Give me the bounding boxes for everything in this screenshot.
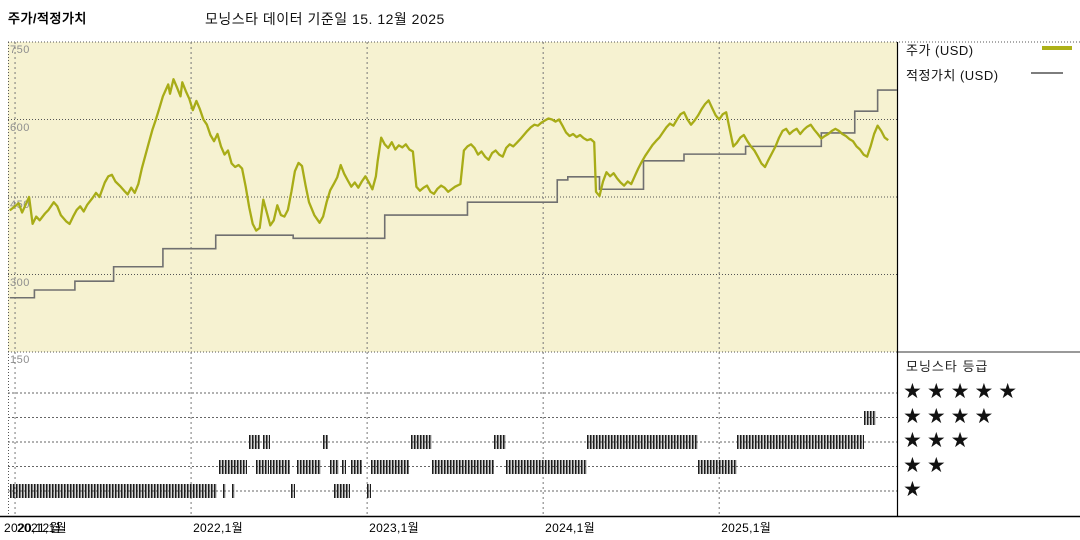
rating-tick-segment-2-star — [432, 459, 494, 474]
rating-tick-segment-2-star — [296, 459, 322, 474]
rating-tick-segment-3-star — [263, 435, 271, 449]
rating-tick-segment-2-star — [330, 459, 339, 474]
legend-label-fair-value: 적정가치 (USD) — [906, 68, 999, 83]
rating-tick-segment-2-star — [351, 459, 362, 474]
rating-tick-segment-2-star — [270, 459, 290, 474]
page-title: 주가/적정가치 — [8, 11, 87, 26]
data-as-of-subtitle: 모닝스타 데이터 기준일 15. 12월 2025 — [205, 11, 445, 27]
rating-tick-segment-3-star — [323, 435, 329, 449]
rating-row-3-stars: ★★★ — [903, 429, 975, 452]
rating-tick-segment-2-star — [370, 459, 410, 474]
x-tick-label: 2023,1월 — [369, 521, 419, 535]
rating-row-4-stars: ★★★★ — [903, 404, 999, 428]
x-tick-label: 2020,12월 — [4, 521, 61, 535]
x-tick-label: 2021,1월 — [17, 521, 67, 535]
fair-value-line-swatch-icon — [1031, 72, 1063, 74]
rating-tick-segment-1-star — [9, 484, 218, 498]
rating-tick-segment-2-star — [342, 459, 346, 474]
price-line-swatch-icon — [1042, 46, 1072, 50]
rating-tick-segment-1-star — [231, 484, 236, 498]
rating-row-1-stars: ★ — [903, 478, 927, 501]
rating-tick-segment-3-star — [411, 435, 433, 449]
x-tick-label: 2025,1월 — [721, 521, 772, 535]
rating-tick-segment-2-star — [698, 459, 737, 474]
fair-value-line — [9, 89, 897, 299]
y-tick-label: 300 — [10, 276, 30, 289]
rating-tick-segment-3-star — [736, 435, 864, 449]
rating-tick-segment-4-star — [863, 410, 876, 425]
rating-tick-segment-1-star — [333, 484, 350, 498]
rating-tick-segment-2-star — [219, 459, 248, 474]
x-tick-label: 2022,1월 — [193, 521, 243, 535]
rating-tick-segment-3-star — [587, 435, 699, 449]
rating-tick-segment-3-star — [493, 435, 507, 449]
rating-row-2-stars: ★★ — [903, 453, 951, 477]
rating-row-5-stars: ★★★★★ — [903, 380, 1023, 403]
rating-tick-segment-1-star — [291, 484, 295, 498]
rating-tick-segment-1-star — [367, 484, 371, 498]
rating-tick-segment-2-star — [506, 459, 588, 474]
rating-tick-segment-3-star — [249, 435, 260, 449]
rating-panel-title: 모닝스타 등급 — [906, 359, 989, 374]
price-line — [9, 78, 889, 232]
rating-tick-segment-2-star — [256, 459, 269, 474]
x-tick-label: 2024,1월 — [545, 521, 595, 535]
legend-label-price: 주가 (USD) — [906, 43, 974, 58]
y-tick-label: 600 — [10, 121, 30, 134]
rating-tick-segment-1-star — [222, 484, 227, 498]
